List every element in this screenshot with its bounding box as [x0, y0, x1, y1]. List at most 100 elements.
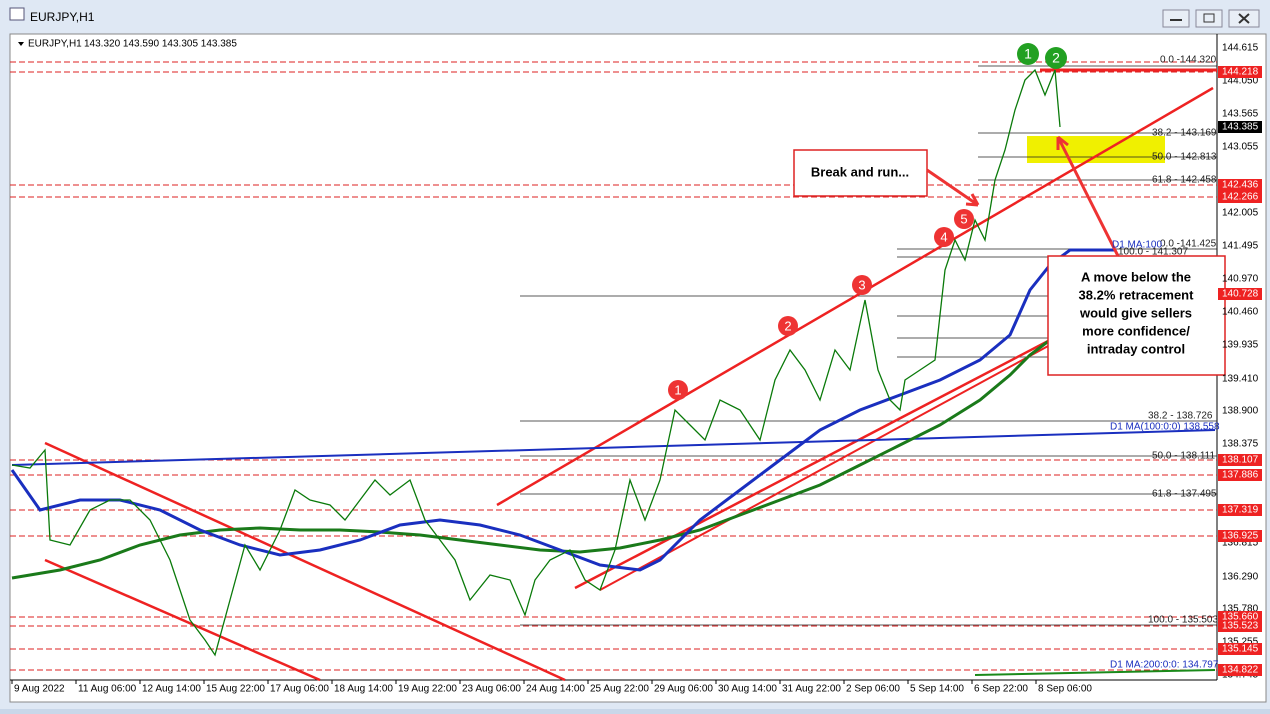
price-tag-text: 140.728 [1222, 289, 1259, 300]
fib-zone [1027, 136, 1165, 163]
fib-label: 61.8 - 142.458 [1152, 175, 1217, 186]
fib-label: 0.0 -144.320 [1160, 55, 1217, 66]
price-label: 138.900 [1222, 406, 1259, 417]
fib-label: D1 MA:200:0:0: 134.797 [1110, 660, 1219, 671]
time-label: 15 Aug 22:00 [206, 684, 265, 695]
annotations: Break and run... A move below the 38.2% r… [793, 135, 1226, 376]
trend-line [599, 344, 1051, 591]
wave-marker [852, 275, 872, 295]
fib-label: 100.0 - 135.503 [1148, 615, 1218, 626]
time-label: 6 Sep 22:00 [974, 684, 1028, 695]
price-tag [1218, 454, 1262, 466]
price-label: 144.615 [1222, 43, 1259, 54]
price-tag [1218, 504, 1262, 516]
fib-label: 61.8 - 137.495 [1152, 489, 1217, 500]
fib-label: 100.0 - 141.307 [1118, 247, 1188, 258]
restore-icon [1203, 13, 1215, 23]
price-tag [1218, 620, 1262, 632]
fib-label: 38.2 - 138.726 [1148, 411, 1213, 422]
time-label: 29 Aug 06:00 [654, 684, 713, 695]
time-label: 31 Aug 22:00 [782, 684, 841, 695]
time-label: 25 Aug 22:00 [590, 684, 649, 695]
minimize-button[interactable] [1162, 9, 1190, 28]
header-symbol: EURJPY,H1 [28, 39, 82, 50]
top-number: 1 [1024, 46, 1032, 62]
price-line [11, 68, 1061, 657]
price-tag [1218, 179, 1262, 191]
break-text: Break and run... [811, 164, 909, 179]
trend-line [44, 558, 321, 682]
time-label: 5 Sep 14:00 [910, 684, 964, 695]
price-label: 135.255 [1222, 637, 1259, 648]
price-label: 139.935 [1222, 340, 1259, 351]
top-marker [1017, 43, 1039, 65]
fib-label: 50.0 - 138.111 [1152, 451, 1215, 462]
price-label: 140.460 [1222, 307, 1259, 318]
price-label: 139.410 [1222, 374, 1259, 385]
fib-label: 50.0 - 142.813 [1152, 152, 1217, 163]
time-label: 9 Aug 2022 [14, 684, 65, 695]
wave-number: 4 [940, 229, 947, 244]
note-text: intraday control [1087, 341, 1185, 356]
note-text: A move below the [1081, 269, 1191, 284]
header-arrow [18, 42, 24, 46]
price-tag-text: 137.886 [1222, 470, 1259, 481]
price-tag [1218, 664, 1262, 676]
wave-marker [668, 380, 688, 400]
time-label: 30 Aug 14:00 [718, 684, 777, 695]
time-label: 19 Aug 22:00 [398, 684, 457, 695]
wave-marker [934, 227, 954, 247]
top-marker [1045, 47, 1067, 69]
price-tag-text: 135.660 [1222, 612, 1259, 623]
chart-lines [10, 61, 1217, 682]
wave-marker [778, 316, 798, 336]
fib-label: 0.0 -141.425 [1160, 239, 1217, 250]
price-tag-text: 144.218 [1222, 67, 1259, 78]
time-label: 11 Aug 06:00 [78, 684, 137, 695]
header-ohlc: 143.320 143.590 143.305 143.385 [84, 39, 237, 50]
time-label: 18 Aug 14:00 [334, 684, 393, 695]
price-tag-text: 142.266 [1222, 192, 1259, 203]
top-number: 2 [1052, 50, 1060, 66]
window-title: EURJPY,H1 [30, 10, 95, 24]
fib-label: D1 MA:100 [1112, 240, 1162, 251]
price-tag-text: 135.523 [1222, 621, 1259, 632]
price-tag [1218, 191, 1262, 203]
price-tag-text: 134.822 [1222, 665, 1259, 676]
price-tag-text: 138.107 [1222, 455, 1259, 466]
fib-label: D1 MA(100:0:0) 138.558 [1110, 422, 1220, 433]
note-text: more confidence/ [1082, 323, 1190, 338]
wave-marker [954, 209, 974, 229]
restore-button[interactable] [1195, 9, 1223, 28]
price-label: 141.495 [1222, 241, 1259, 252]
price-tag [1218, 530, 1262, 542]
price-label: 136.815 [1222, 538, 1259, 549]
price-tag [1218, 469, 1262, 481]
price-tag [1218, 288, 1262, 300]
price-label: 143.055 [1222, 142, 1259, 153]
price-label: 138.375 [1222, 439, 1259, 450]
price-label: 142.005 [1222, 208, 1259, 219]
price-tag-text: 137.319 [1222, 505, 1259, 516]
time-label: 23 Aug 06:00 [462, 684, 521, 695]
fib-label: 38.2 - 143.169 [1152, 128, 1217, 139]
ma-blue [10, 248, 1115, 572]
price-label: 143.565 [1222, 109, 1259, 120]
d1-ma200 [974, 669, 1216, 676]
price-label: 144.050 [1222, 76, 1259, 87]
close-icon [1238, 13, 1250, 24]
window-icon [9, 7, 25, 21]
note-text: would give sellers [1079, 305, 1192, 320]
price-label: 135.780 [1222, 604, 1259, 615]
price-tag [1218, 643, 1262, 655]
note-arrow [1056, 135, 1120, 257]
d1-ma100 [11, 429, 1216, 466]
price-tag [1218, 121, 1262, 133]
price-tag-text: 136.925 [1222, 531, 1259, 542]
trend-line [44, 441, 566, 682]
wave-number: 3 [858, 277, 865, 292]
wave-number: 2 [784, 318, 791, 333]
note-box [1047, 255, 1226, 376]
